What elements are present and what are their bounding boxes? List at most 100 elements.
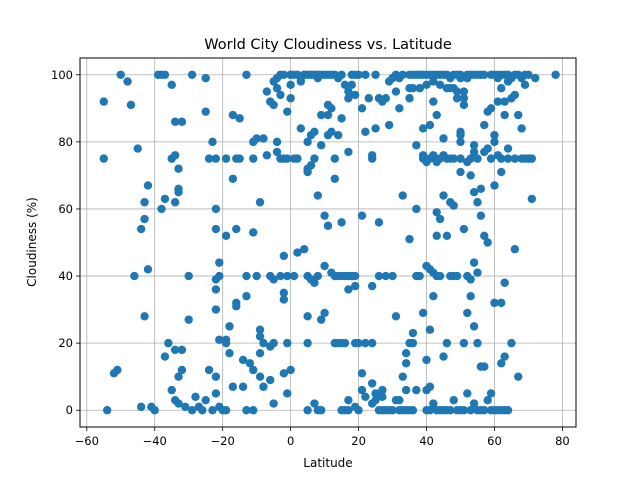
data-point [401, 385, 411, 395]
data-point [143, 181, 153, 190]
data-point [439, 191, 448, 200]
data-point [283, 389, 292, 398]
data-point [469, 322, 479, 331]
data-point [357, 369, 367, 378]
data-point [269, 338, 278, 348]
data-point [361, 338, 370, 348]
data-point [283, 154, 292, 163]
data-point [201, 73, 210, 83]
data-point [320, 308, 329, 318]
data-point [354, 338, 363, 348]
data-point [303, 137, 312, 147]
data-point [476, 184, 486, 194]
data-point [160, 70, 170, 79]
data-point [279, 295, 289, 304]
data-point [442, 338, 452, 348]
data-point [432, 231, 441, 240]
data-point [412, 204, 421, 214]
data-point [456, 154, 465, 163]
data-point [232, 302, 241, 311]
data-point [215, 271, 224, 281]
data-point [113, 365, 122, 375]
data-point [269, 100, 278, 110]
data-point [184, 315, 193, 324]
data-point [405, 94, 414, 103]
data-point [497, 359, 506, 368]
data-point [429, 291, 438, 301]
data-point [296, 124, 306, 133]
data-point [276, 271, 285, 281]
data-point [344, 147, 353, 157]
data-point [459, 338, 469, 348]
data-point [310, 399, 319, 408]
data-point [130, 271, 139, 281]
data-point [459, 94, 469, 103]
data-point [490, 137, 499, 147]
data-point [310, 127, 319, 136]
data-point [490, 130, 499, 140]
data-point [429, 97, 438, 106]
data-point [367, 379, 377, 388]
data-point [293, 154, 302, 163]
data-point [293, 248, 302, 257]
data-point [99, 154, 108, 163]
data-point [439, 134, 448, 143]
data-point [283, 107, 292, 116]
data-point [371, 70, 380, 79]
data-point [466, 154, 475, 163]
data-point [323, 110, 333, 120]
data-point [361, 127, 370, 136]
data-point [466, 291, 475, 301]
data-point [354, 70, 363, 79]
data-point [164, 338, 173, 348]
data-point [398, 372, 407, 381]
data-point [432, 110, 441, 120]
x-tick-label: 60 [487, 434, 502, 448]
data-point [279, 288, 289, 298]
y-tick-label: 100 [51, 68, 73, 82]
data-point [136, 224, 146, 234]
data-point [262, 151, 272, 160]
data-point [303, 312, 312, 321]
data-point [466, 171, 475, 180]
data-point [225, 349, 234, 358]
data-point [473, 154, 482, 163]
data-point [350, 90, 360, 100]
data-point [242, 271, 251, 281]
data-point [463, 389, 472, 398]
data-point [259, 382, 268, 391]
data-point [480, 362, 489, 371]
data-point [480, 70, 489, 79]
data-point [425, 406, 435, 415]
data-point [350, 281, 360, 291]
data-point [221, 406, 231, 415]
data-point [317, 110, 326, 120]
data-point [279, 369, 289, 378]
data-point [300, 245, 309, 254]
data-point [432, 208, 441, 217]
x-tick-label: −40 [143, 434, 167, 448]
data-point [303, 406, 312, 415]
data-point [503, 406, 513, 415]
data-point [357, 211, 367, 220]
data-point [344, 406, 353, 415]
data-point [211, 372, 221, 381]
data-point [527, 194, 537, 204]
data-point [459, 100, 469, 110]
data-point [401, 359, 411, 368]
data-point [452, 87, 462, 96]
y-tick-label: 60 [58, 202, 73, 216]
data-point [480, 120, 489, 130]
data-point [378, 385, 387, 395]
data-point [174, 399, 183, 408]
data-point [174, 372, 183, 381]
data-point [99, 97, 108, 106]
data-point [211, 305, 221, 314]
data-point [235, 114, 244, 123]
data-point [259, 338, 268, 348]
data-point [469, 141, 479, 150]
data-point [412, 141, 421, 150]
data-point [269, 275, 278, 284]
data-point [401, 349, 411, 358]
data-point [242, 291, 251, 301]
